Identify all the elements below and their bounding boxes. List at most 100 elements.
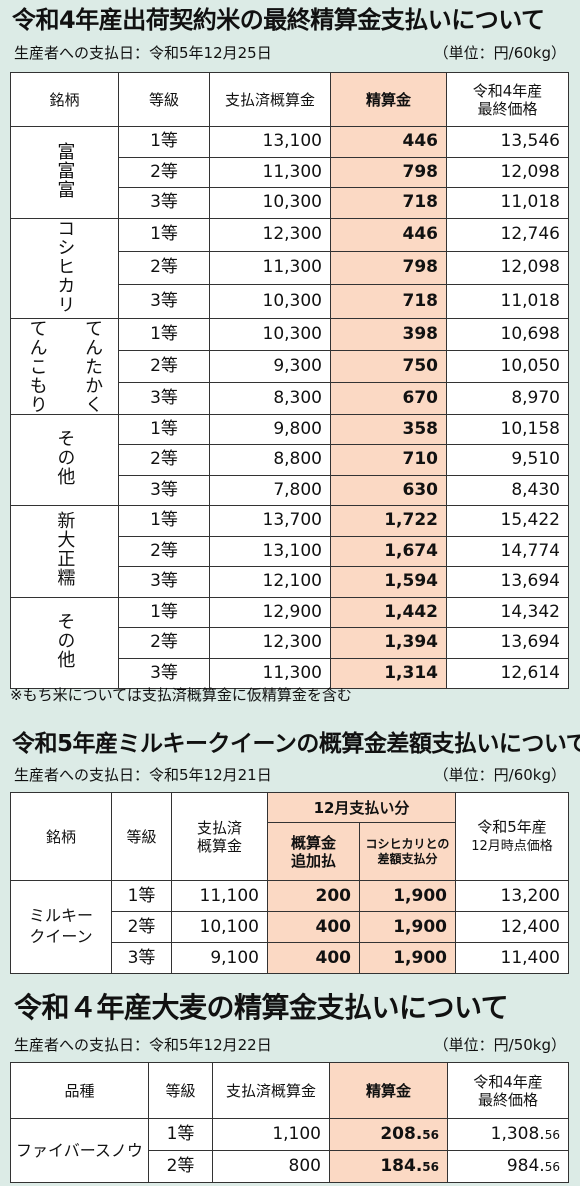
s3-settlement-dec: 56 — [422, 1160, 439, 1174]
s3-final-dec: 56 — [544, 1160, 560, 1174]
final-price-cell: 8,970 — [446, 381, 569, 415]
header-paid: 支払済概算金 — [209, 72, 331, 127]
final-price-cell: 13,546 — [446, 126, 569, 158]
final-price-cell: 12,098 — [446, 250, 569, 286]
section2-table: 銘柄 等級 支払済 概算金 12月支払い分 令和5年産 12月時点価格 概算金 追加払… — [10, 792, 569, 974]
settlement-cell: 1,594 — [330, 566, 447, 598]
brand-name-line: てんたかく — [82, 318, 104, 414]
grade-cell: 2等 — [118, 627, 210, 659]
s2-brand-cell: ミルキー クイーン — [10, 880, 112, 974]
s2-grade: 1等 — [111, 880, 172, 912]
paid-cell: 11,300 — [209, 250, 331, 286]
grade-cell: 2等 — [118, 535, 210, 567]
paid-cell: 9,300 — [209, 349, 331, 383]
brand-name: その他 — [54, 429, 76, 487]
table-row: 3等 8,300 670 8,970 — [11, 381, 569, 415]
header-final-price-line1: 令和4年産 — [472, 81, 543, 100]
final-price-cell: 10,158 — [446, 413, 569, 445]
table-row: 3等 11,300 1,314 12,614 — [11, 657, 569, 689]
paid-cell: 7,800 — [209, 474, 331, 506]
final-price-cell: 14,774 — [446, 535, 569, 567]
section3-pay-date: 生産者への支払日：令和5年12月22日 — [14, 1036, 272, 1054]
s3-header-settlement: 精算金 — [329, 1062, 448, 1119]
s3-header-variety: 品種 — [10, 1062, 149, 1119]
paid-cell: 10,300 — [209, 284, 331, 319]
s3-paid: 800 — [212, 1150, 330, 1183]
table-row: 3等 10,300 718 11,018 — [11, 187, 569, 219]
final-price-cell: 13,694 — [446, 566, 569, 598]
table-row: その他 1等 12,900 1,442 14,342 — [10, 596, 569, 689]
settlement-cell: 1,722 — [330, 505, 447, 537]
grade-cell: 3等 — [118, 381, 210, 415]
brand-name: コシヒカリ — [54, 218, 76, 314]
s2-header-grade: 等級 — [111, 792, 172, 881]
s2-additional: 400 — [267, 942, 360, 974]
s2-header-additional-line1: 概算金 — [290, 833, 336, 852]
s2-price: 12,400 — [455, 911, 569, 943]
s2-price: 13,200 — [455, 880, 569, 912]
brand-name: 富富富 — [54, 141, 76, 199]
s3-settlement-dec: 56 — [422, 1128, 439, 1142]
brand-cell: てんたかく てんこもり — [10, 317, 119, 415]
brand-cell: その他 — [10, 596, 119, 689]
final-price-cell: 14,342 — [446, 596, 569, 628]
final-price-cell: 11,018 — [446, 187, 569, 219]
table-row: 2等 9,300 750 10,050 — [11, 349, 569, 383]
s2-grade: 2等 — [111, 911, 172, 943]
s2-header-paid: 支払済 概算金 — [171, 792, 268, 881]
grade-cell: 2等 — [118, 444, 210, 476]
settlement-cell: 710 — [330, 444, 447, 476]
s2-header-difference: コシヒカリとの 差額支払分 — [359, 822, 456, 881]
grade-cell: 3等 — [118, 566, 210, 598]
section1-title: 令和4年産出荷契約米の最終精算金支払いについて — [12, 6, 545, 34]
paid-cell: 12,100 — [209, 566, 331, 598]
final-price-cell: 12,098 — [446, 156, 569, 188]
brand-cell: 新大正糯 — [10, 505, 119, 598]
s2-additional: 400 — [267, 911, 360, 943]
final-price-cell: 8,430 — [446, 474, 569, 506]
s2-paid: 9,100 — [171, 942, 268, 974]
grade-cell: 3等 — [118, 284, 210, 319]
grade-cell: 1等 — [118, 126, 210, 158]
s3-header-price-line2: 最終価格 — [477, 1090, 538, 1109]
section3-title: 令和４年産大麦の精算金支払いについて — [14, 991, 509, 1024]
brand-cell: その他 — [10, 413, 119, 506]
grade-cell: 1等 — [118, 317, 210, 351]
s3-final: 984.56 — [447, 1150, 569, 1183]
s2-header-paid-line2: 概算金 — [196, 836, 242, 855]
settlement-cell: 718 — [330, 187, 447, 219]
table-row: 富富富 1等 13,100 446 13,546 — [10, 126, 569, 219]
paid-cell: 10,300 — [209, 317, 331, 351]
table-row: 3等 10,300 718 11,018 — [11, 284, 569, 319]
section3-table: 品種 等級 支払済概算金 精算金 令和4年産 最終価格 ファイバースノウ 1等 1… — [10, 1062, 569, 1183]
settlement-cell: 398 — [330, 317, 447, 351]
brand-cell: 富富富 — [10, 126, 119, 219]
settlement-cell: 750 — [330, 349, 447, 383]
s3-variety: ファイバースノウ — [10, 1118, 149, 1183]
paid-cell: 13,100 — [209, 126, 331, 158]
s2-header-brand: 銘柄 — [10, 792, 112, 881]
s2-header-december: 12月支払い分 — [267, 792, 456, 823]
s2-header-additional-line2: 追加払 — [290, 851, 336, 870]
s2-header-paid-line1: 支払済 — [196, 818, 242, 837]
final-price-cell: 12,746 — [446, 217, 569, 252]
brand-cell: コシヒカリ — [10, 217, 119, 319]
table-row: てんたかく てんこもり 1等 10,300 398 10,698 — [10, 317, 569, 415]
paid-cell: 10,300 — [209, 187, 331, 219]
s3-final-dec: 56 — [544, 1128, 560, 1142]
paid-cell: 12,300 — [209, 217, 331, 252]
paid-cell: 9,800 — [209, 413, 331, 445]
s2-header-price-line2: 12月時点価格 — [471, 839, 553, 855]
s3-settlement: 208.56 — [329, 1118, 448, 1151]
paid-cell: 13,700 — [209, 505, 331, 537]
settlement-cell: 798 — [330, 156, 447, 188]
s3-grade: 2等 — [148, 1150, 213, 1183]
s2-brand-line1: ミルキー — [28, 906, 93, 926]
brand-name: その他 — [54, 612, 76, 670]
paid-cell: 8,800 — [209, 444, 331, 476]
s2-header-difference-line1: コシヒカリとの — [365, 837, 450, 852]
final-price-cell: 9,510 — [446, 444, 569, 476]
s3-settlement-int: 184. — [380, 1156, 423, 1176]
header-grade: 等級 — [118, 72, 210, 127]
paid-cell: 11,300 — [209, 657, 331, 689]
